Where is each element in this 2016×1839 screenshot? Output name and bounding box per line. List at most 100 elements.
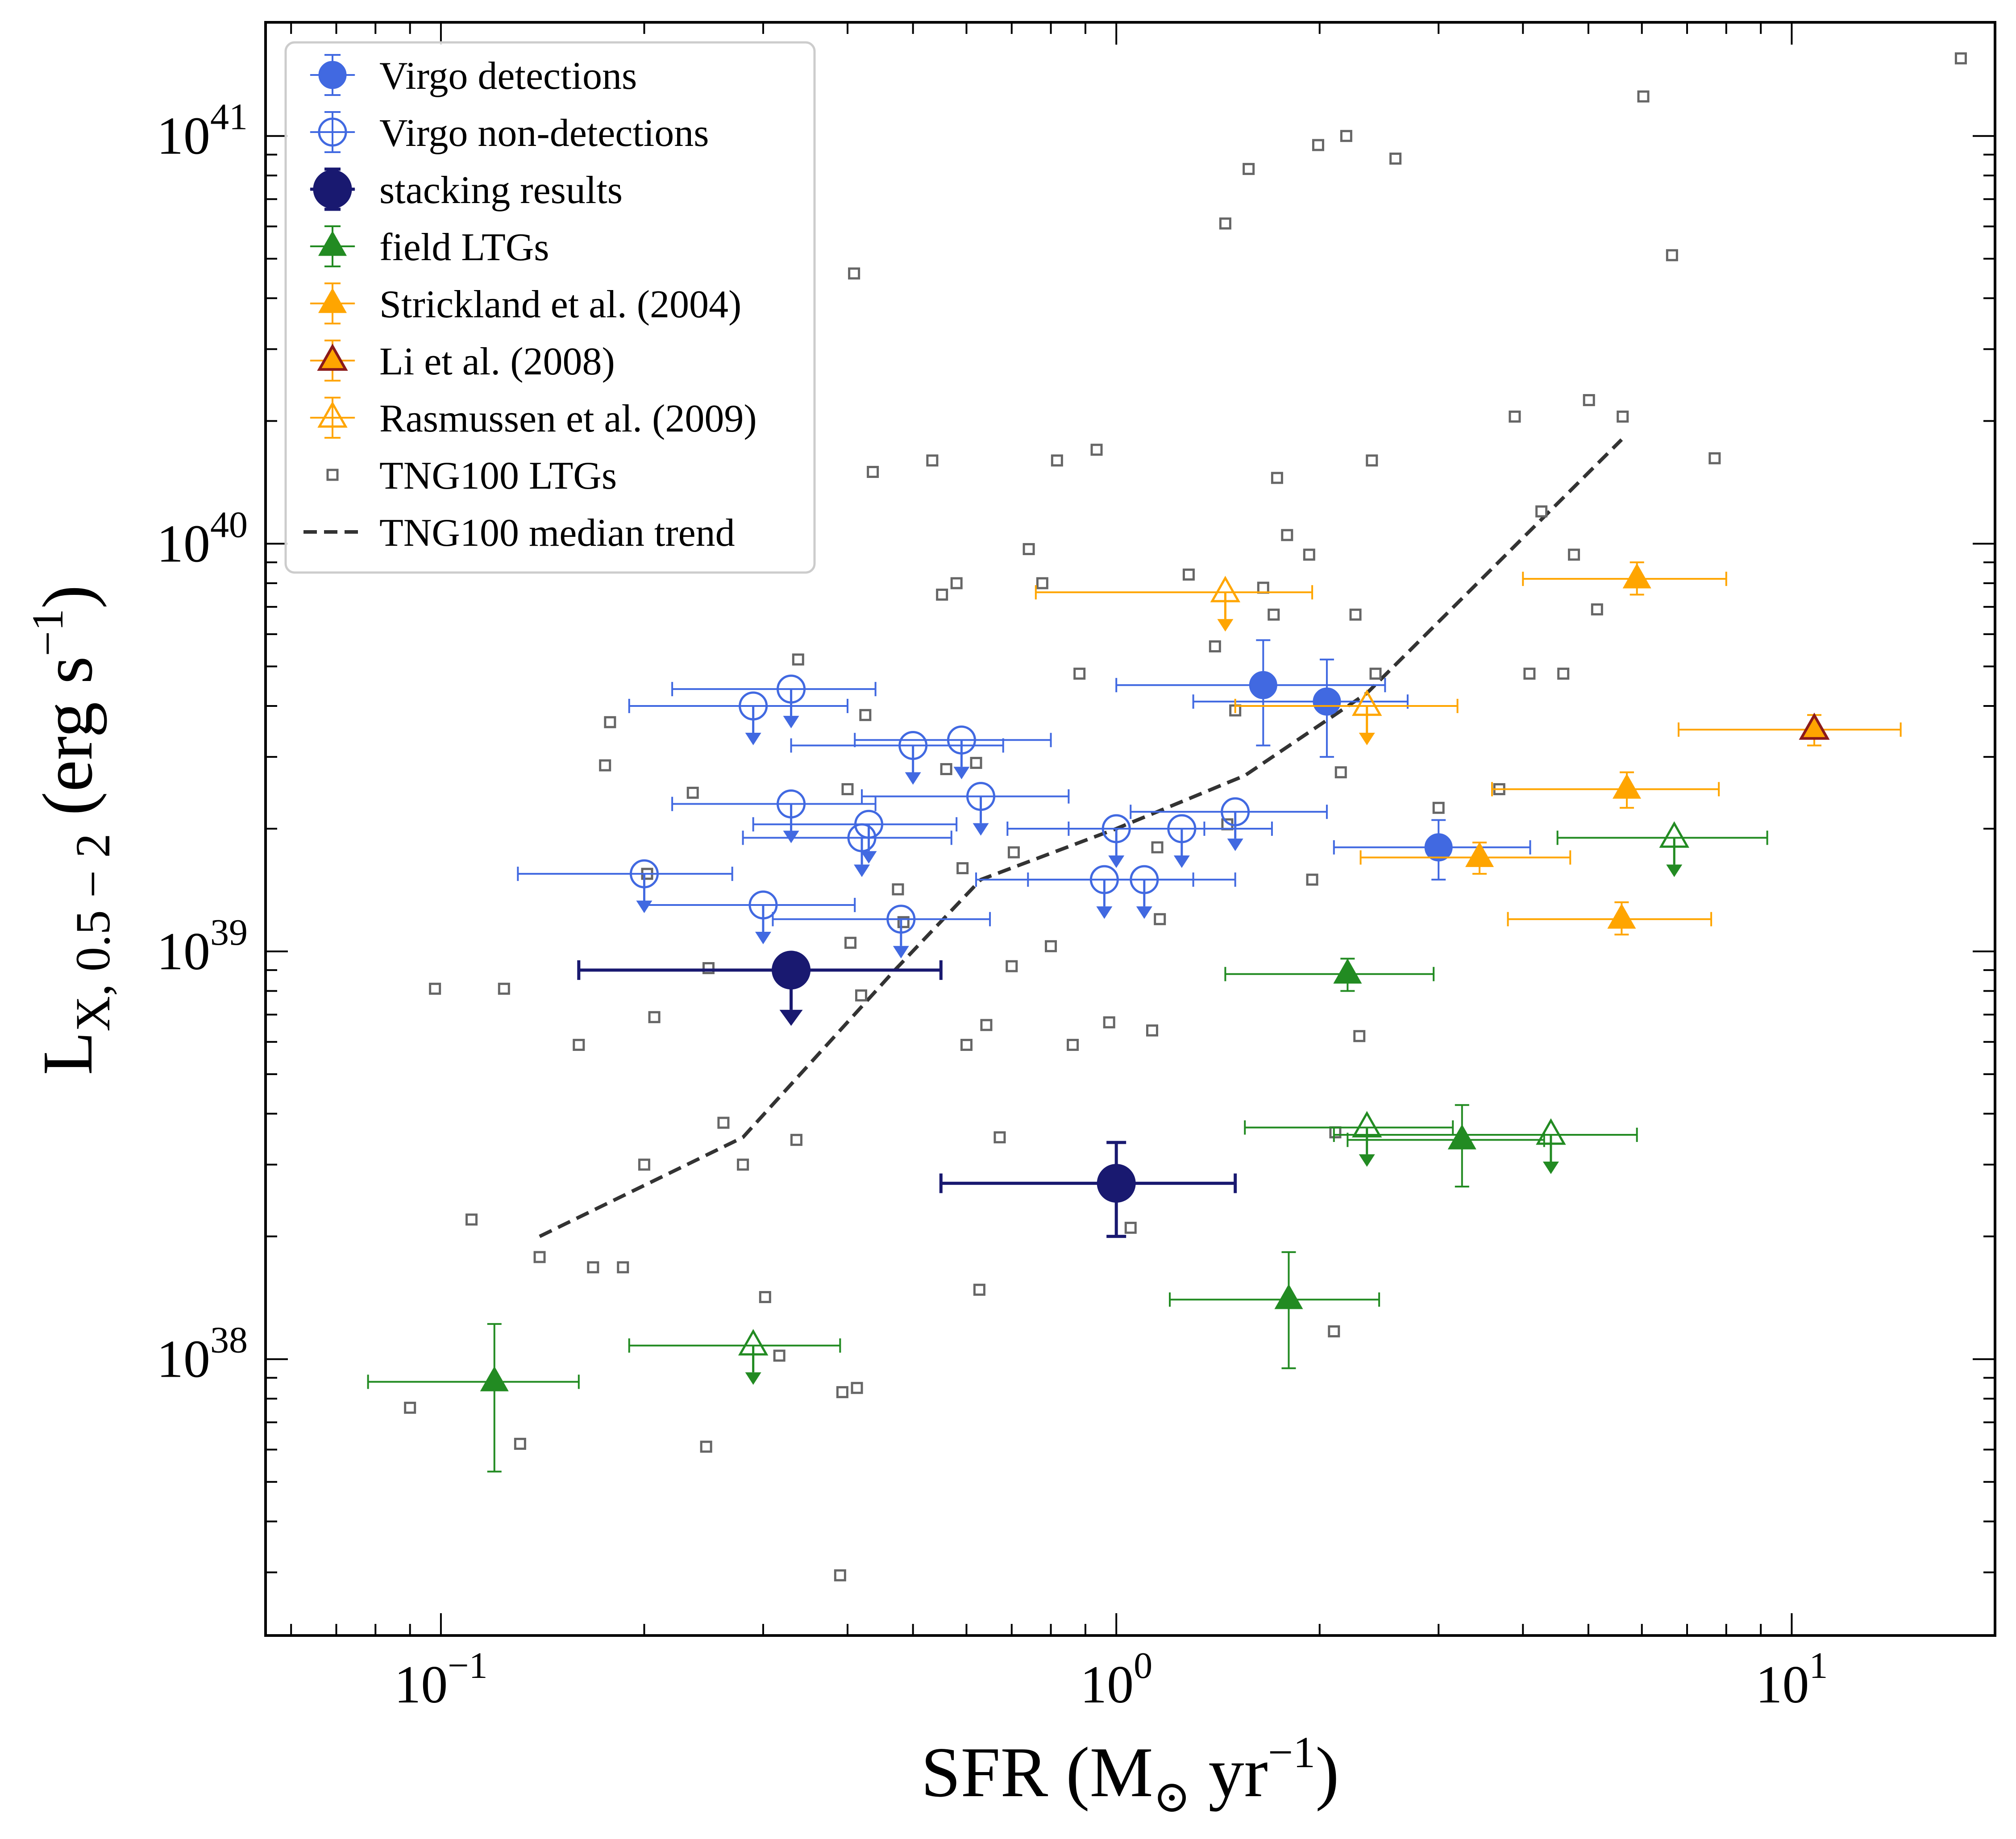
data-marker bbox=[1097, 1164, 1136, 1203]
tng100-point bbox=[1568, 548, 1580, 561]
tng100-point bbox=[1271, 472, 1283, 484]
tng100-point bbox=[1340, 130, 1352, 142]
tng100-point bbox=[514, 1437, 526, 1450]
tng100-point bbox=[836, 1386, 848, 1399]
upper-limit-arrow-head bbox=[745, 732, 761, 745]
tng100-points-layer bbox=[404, 52, 1967, 1582]
data-marker bbox=[1659, 821, 1689, 848]
tng100-point bbox=[1281, 529, 1293, 541]
tng100-point bbox=[1209, 640, 1221, 652]
tng100-point bbox=[617, 1261, 629, 1274]
y-axis-label-close: ) bbox=[28, 585, 107, 609]
data-marker bbox=[1249, 671, 1277, 699]
tng100-point bbox=[1090, 444, 1103, 456]
tng100-point bbox=[1219, 217, 1231, 230]
data-marker bbox=[1536, 1118, 1566, 1145]
data-marker bbox=[1130, 865, 1159, 894]
data-marker bbox=[966, 782, 996, 811]
tng100-point bbox=[1389, 152, 1402, 165]
data-point bbox=[861, 782, 1070, 836]
y-axis-label-main: L bbox=[28, 1031, 107, 1075]
tng100-point bbox=[1051, 454, 1063, 467]
upper-limit-arrow-head bbox=[1359, 732, 1375, 745]
tng100-point bbox=[599, 759, 611, 772]
legend-symbol bbox=[318, 61, 347, 89]
upper-limit-arrow-head bbox=[1542, 1161, 1559, 1174]
tng100-point bbox=[533, 1251, 546, 1263]
data-point bbox=[1115, 639, 1386, 747]
x-tick-label: 100 bbox=[1080, 1645, 1152, 1714]
tng100-point bbox=[855, 989, 867, 1002]
tng100-point bbox=[851, 1382, 863, 1394]
data-point bbox=[671, 789, 877, 843]
tng100-point bbox=[1666, 249, 1678, 262]
y-tick-base: 10 bbox=[157, 1329, 210, 1389]
tng100-point bbox=[970, 757, 982, 769]
x-tick-exponent: −1 bbox=[448, 1645, 487, 1686]
data-marker bbox=[1274, 1284, 1303, 1309]
tng100-point bbox=[1432, 801, 1445, 814]
tng100-point bbox=[1535, 505, 1548, 518]
tng100-point bbox=[926, 454, 939, 467]
data-marker bbox=[847, 823, 877, 852]
x-axis-label-after: yr bbox=[1191, 1732, 1268, 1812]
tng100-point bbox=[1353, 1030, 1366, 1042]
legend-label-field-ltgs: field LTGs bbox=[379, 226, 549, 269]
upper-limit-arrow-head bbox=[905, 772, 921, 785]
upper-limit-arrow-head bbox=[860, 851, 877, 864]
tng100-point bbox=[1124, 1221, 1137, 1234]
tng100-point bbox=[1007, 846, 1020, 859]
tng100-point bbox=[1329, 1126, 1342, 1138]
y-axis-label-after: (erg s bbox=[28, 656, 107, 834]
data-marker bbox=[1613, 773, 1642, 799]
data-marker bbox=[886, 905, 916, 934]
data-point bbox=[1359, 841, 1571, 875]
data-marker bbox=[1607, 903, 1636, 929]
tng100-point bbox=[1006, 960, 1018, 972]
tng100-point bbox=[1349, 608, 1362, 621]
legend-symbol bbox=[317, 401, 348, 428]
data-point bbox=[643, 890, 856, 944]
tng100-point bbox=[1303, 548, 1315, 561]
legend-marker bbox=[309, 111, 356, 153]
tng100-point bbox=[841, 783, 854, 795]
data-points-layer bbox=[367, 561, 1902, 1473]
legend-symbol bbox=[318, 117, 347, 147]
tng100-point bbox=[1073, 668, 1086, 680]
y-tick-exponent: 40 bbox=[210, 504, 248, 545]
tng100-point bbox=[1243, 163, 1255, 175]
data-marker bbox=[1351, 689, 1382, 716]
data-marker bbox=[1210, 576, 1241, 602]
legend-label-li: Li et al. (2008) bbox=[379, 340, 615, 383]
tng100-point bbox=[1583, 394, 1595, 407]
y-tick-label: 1039 bbox=[157, 912, 248, 981]
tng100-point bbox=[1067, 1038, 1079, 1051]
legend-label-stacking-results: stacking results bbox=[379, 169, 623, 212]
data-marker bbox=[1465, 842, 1494, 867]
plot-frame bbox=[264, 21, 1996, 1637]
tng100-point bbox=[498, 983, 510, 995]
data-marker bbox=[777, 674, 806, 704]
data-marker bbox=[777, 789, 806, 819]
data-point bbox=[790, 731, 1004, 785]
tng100-point bbox=[1103, 1016, 1115, 1029]
data-marker bbox=[898, 731, 928, 760]
data-point bbox=[1130, 797, 1328, 851]
tng100-point bbox=[1557, 668, 1570, 680]
data-marker bbox=[739, 691, 768, 721]
data-point bbox=[1677, 712, 1902, 747]
tng100-point bbox=[1369, 668, 1382, 680]
data-point bbox=[1507, 901, 1713, 936]
upper-limit-arrow-head bbox=[783, 716, 799, 729]
tng100-point bbox=[960, 1038, 973, 1051]
tng100-point bbox=[1036, 577, 1048, 589]
tng100-point bbox=[834, 1569, 846, 1582]
tng100-point bbox=[1268, 608, 1280, 621]
x-axis-label-close: ) bbox=[1315, 1732, 1339, 1812]
y-axis-label-sub: X, 0.5 − 2 bbox=[66, 833, 120, 1031]
legend-marker bbox=[309, 225, 356, 267]
y-axis-label: LX, 0.5 − 2 (erg s−1) bbox=[23, 585, 120, 1075]
tng100-point bbox=[973, 1283, 985, 1296]
tng100-point bbox=[844, 937, 857, 949]
